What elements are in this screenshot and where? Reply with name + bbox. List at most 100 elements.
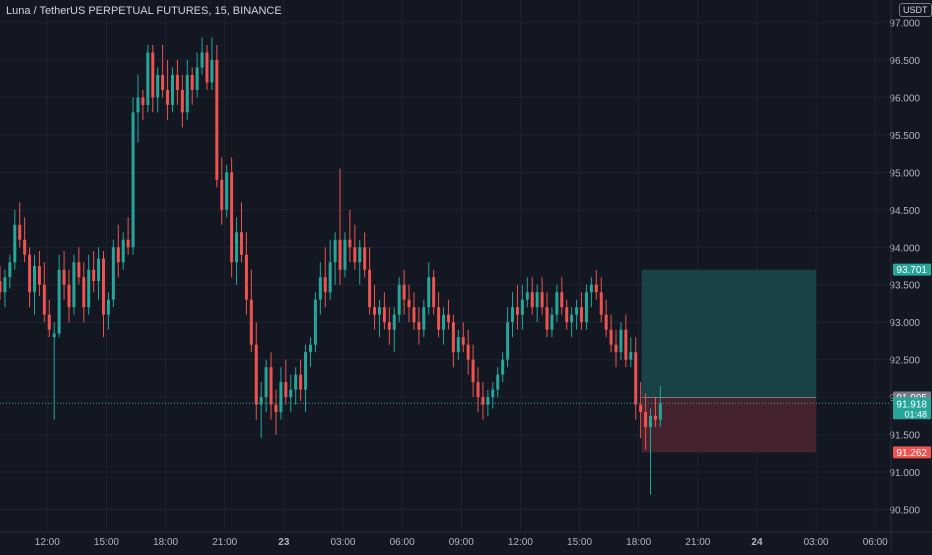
- time-tick-label: 12:00: [508, 537, 533, 548]
- candle-body: [141, 97, 145, 105]
- time-tick-label: 09:00: [449, 537, 474, 548]
- currency-badge[interactable]: USDT: [899, 3, 932, 17]
- candle-body: [239, 232, 243, 255]
- price-tick-label: 96.000: [889, 93, 920, 104]
- candle-body: [634, 352, 638, 405]
- candle-body: [402, 284, 406, 300]
- candle-body: [511, 307, 515, 323]
- price-axis[interactable]: 90.50091.00091.50092.00092.50093.00093.5…: [889, 0, 931, 550]
- candle-body: [170, 74, 174, 105]
- time-axis[interactable]: 12:00 15:00 18:00 21:00 23 03:00 06:00 09:00 12:…: [0, 531, 932, 548]
- candle-body: [644, 412, 648, 428]
- position-tool[interactable]: [641, 269, 817, 453]
- candle-body: [37, 266, 41, 285]
- candle-body: [486, 397, 490, 405]
- candle-body: [235, 232, 239, 263]
- candle-body: [92, 269, 96, 281]
- time-tick-label: 15:00: [94, 537, 119, 548]
- candle-body: [230, 172, 234, 263]
- candle-body: [412, 307, 416, 323]
- candle-body: [299, 374, 303, 390]
- candle-body: [491, 389, 495, 398]
- candle-body: [52, 333, 56, 338]
- price-tick-label: 97.000: [889, 18, 920, 29]
- candle-body: [639, 404, 643, 413]
- candle-body: [506, 322, 510, 360]
- price-tick-label: 90.500: [889, 506, 920, 517]
- candle-body: [23, 239, 27, 255]
- candle-body: [432, 277, 436, 308]
- time-tick-label: 15:00: [567, 537, 592, 548]
- candle-body: [166, 89, 170, 105]
- time-tick-label: 18:00: [626, 537, 651, 548]
- candle-body: [77, 262, 81, 278]
- candle-body: [456, 337, 460, 353]
- grid-layer: [0, 0, 891, 532]
- candle-body: [387, 322, 391, 330]
- candle-body: [530, 292, 534, 308]
- candle-body: [545, 307, 549, 330]
- candle-body: [151, 52, 155, 98]
- candle-body: [377, 307, 381, 315]
- candle-body: [481, 397, 485, 405]
- candle-body: [392, 314, 396, 330]
- candle-body: [649, 415, 653, 428]
- price-tick-label: 91.500: [889, 431, 920, 442]
- candle-body: [180, 89, 184, 113]
- candle-body: [397, 284, 401, 315]
- candle-body: [446, 314, 450, 323]
- candle-body: [146, 52, 150, 105]
- candle-body: [200, 52, 204, 68]
- candle-body: [343, 239, 347, 270]
- time-tick-label: 03:00: [330, 537, 355, 548]
- candle-body: [629, 352, 633, 360]
- candle-body: [111, 247, 115, 300]
- candle-body: [279, 382, 283, 413]
- candle-body: [304, 352, 308, 390]
- stop-price-badge: 91.262: [896, 448, 927, 459]
- candle-body: [437, 307, 441, 330]
- candle-body: [550, 314, 554, 330]
- candle-body: [619, 329, 623, 353]
- candle-body: [584, 292, 588, 323]
- candle-body: [3, 277, 7, 293]
- candle-body: [161, 74, 165, 90]
- time-tick-label: 12:00: [35, 537, 60, 548]
- candle-body: [466, 344, 470, 360]
- candle-body: [101, 258, 105, 315]
- stop-price-badge-bg: [893, 446, 931, 459]
- candle-body: [249, 299, 253, 345]
- bar-countdown: 01:48: [904, 409, 927, 419]
- candle-body: [190, 74, 194, 90]
- candle-body: [264, 367, 268, 398]
- candle-body: [136, 97, 140, 113]
- candle-body: [308, 344, 312, 353]
- current-price-badge: 91.918: [896, 399, 927, 410]
- candle-body: [318, 277, 322, 300]
- price-tick-label: 95.500: [889, 131, 920, 142]
- candle-body: [284, 382, 288, 398]
- candle-body: [116, 247, 120, 263]
- candle-body: [13, 224, 17, 263]
- candle-body: [658, 403, 662, 420]
- candle-body: [220, 179, 224, 210]
- candle-body: [407, 299, 411, 308]
- time-tick-label: 24: [751, 537, 763, 548]
- candles-layer: [0, 37, 662, 495]
- candle-body: [0, 280, 2, 293]
- candle-body: [126, 239, 130, 248]
- candle-body: [333, 239, 337, 263]
- time-tick-label: 21:00: [685, 537, 710, 548]
- loss-zone: [641, 397, 817, 453]
- candle-body: [520, 299, 524, 315]
- candle-body: [97, 258, 101, 281]
- candle-body: [382, 307, 386, 323]
- price-tick-label: 94.000: [889, 243, 920, 254]
- candle-body: [442, 314, 446, 330]
- candle-body: [496, 374, 500, 390]
- price-tick-label: 92.500: [889, 356, 920, 367]
- candle-body: [274, 404, 278, 413]
- candle-body: [82, 277, 86, 308]
